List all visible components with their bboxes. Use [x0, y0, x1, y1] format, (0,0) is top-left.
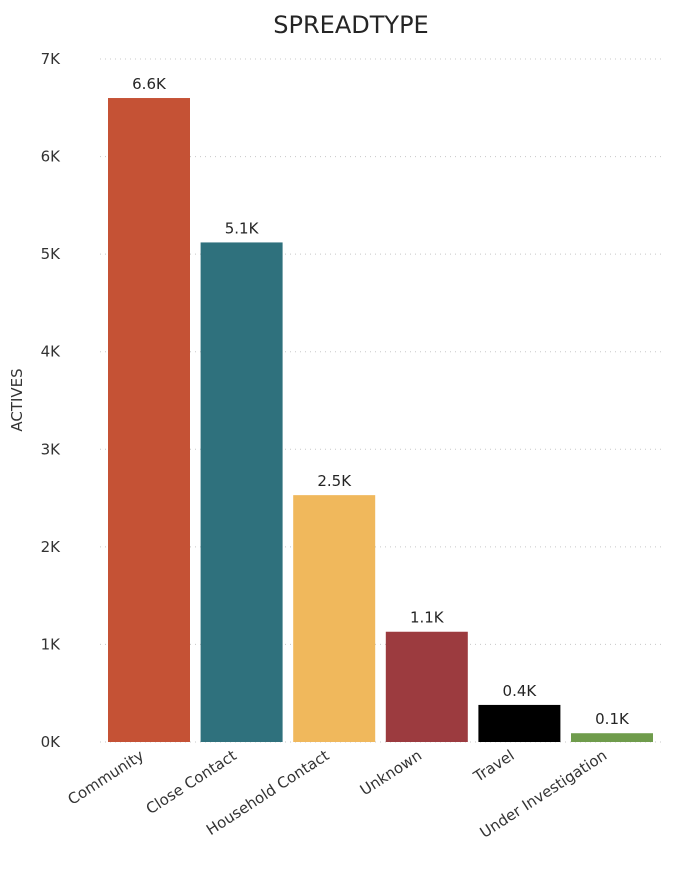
- y-tick-label: 7K: [41, 50, 62, 68]
- bar[interactable]: [293, 495, 376, 742]
- y-tick-label: 6K: [41, 148, 62, 166]
- gridlines: [100, 58, 662, 743]
- data-labels: 6.6K 5.1K 2.5K 1.1K 0.4K 0.1K: [132, 75, 630, 728]
- bar[interactable]: [478, 704, 561, 742]
- data-label: 0.4K: [503, 682, 538, 700]
- data-label: 2.5K: [317, 472, 352, 490]
- y-tick-label: 3K: [41, 440, 62, 458]
- y-axis-title: ACTIVES: [8, 368, 26, 431]
- x-tick-label: Travel: [470, 746, 518, 786]
- data-label: 5.1K: [225, 219, 260, 237]
- bar[interactable]: [108, 98, 190, 743]
- x-tick-label: Unknown: [357, 746, 425, 799]
- y-tick-label: 5K: [41, 245, 62, 263]
- chart-title: SPREADTYPE: [273, 11, 428, 39]
- y-axis-ticks: 0K 1K 2K 3K 4K 5K 6K 7K: [41, 50, 62, 751]
- y-tick-label: 1K: [41, 635, 62, 653]
- bar[interactable]: [200, 242, 283, 743]
- y-tick-label: 4K: [41, 343, 62, 361]
- bar[interactable]: [571, 733, 653, 742]
- bar[interactable]: [385, 631, 468, 742]
- y-tick-label: 0K: [41, 733, 62, 751]
- x-tick-label: Close Contact: [143, 746, 240, 818]
- data-label: 0.1K: [595, 710, 630, 728]
- data-label: 1.1K: [410, 609, 445, 627]
- data-label: 6.6K: [132, 75, 167, 93]
- y-tick-label: 2K: [41, 538, 62, 556]
- bars: [108, 98, 653, 743]
- x-tick-label: Community: [65, 746, 148, 808]
